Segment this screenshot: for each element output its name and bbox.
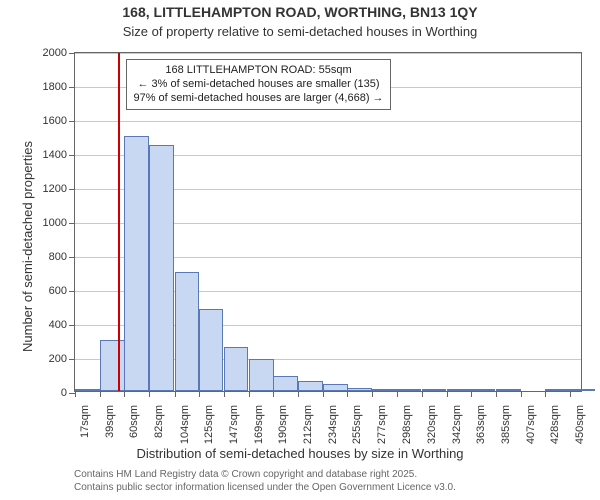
x-tick-label: 428sqm [549, 399, 561, 444]
x-tick-label: 212sqm [302, 399, 314, 444]
y-tick-label: 800 [49, 251, 75, 263]
x-tick-mark [199, 391, 200, 397]
y-tick-label: 1000 [43, 217, 75, 229]
histogram-bar [199, 309, 224, 391]
x-tick-label: 39sqm [104, 399, 116, 438]
x-tick-label: 342sqm [451, 399, 463, 444]
histogram-bar [347, 388, 372, 391]
x-tick-label: 17sqm [79, 399, 91, 438]
y-tick-label: 600 [49, 285, 75, 297]
x-tick-label: 255sqm [351, 399, 363, 444]
histogram-bar [100, 340, 125, 391]
chart-footer: Contains HM Land Registry data © Crown c… [74, 468, 456, 494]
histogram-bar [545, 389, 570, 391]
x-tick-label: 363sqm [475, 399, 487, 444]
x-tick-label: 234sqm [327, 399, 339, 444]
x-tick-mark [570, 391, 571, 397]
histogram-bar [175, 272, 200, 391]
x-tick-label: 407sqm [525, 399, 537, 444]
gridline [75, 53, 581, 54]
x-tick-mark [249, 391, 250, 397]
histogram-bar [273, 376, 298, 391]
annotation-line-1: 168 LITTLEHAMPTON ROAD: 55sqm [133, 64, 383, 78]
histogram-bar [224, 347, 249, 391]
x-axis-label: Distribution of semi-detached houses by … [0, 446, 600, 461]
histogram-bar [298, 381, 323, 391]
histogram-bar [397, 389, 422, 391]
x-tick-mark [124, 391, 125, 397]
x-tick-mark [447, 391, 448, 397]
x-tick-label: 277sqm [376, 399, 388, 444]
x-tick-label: 104sqm [179, 399, 191, 444]
y-tick-label: 1600 [43, 115, 75, 127]
x-tick-mark [545, 391, 546, 397]
y-tick-label: 1800 [43, 81, 75, 93]
reference-line [118, 53, 120, 391]
x-tick-label: 320sqm [426, 399, 438, 444]
y-tick-label: 0 [61, 387, 75, 399]
x-tick-mark [471, 391, 472, 397]
annotation-box: 168 LITTLEHAMPTON ROAD: 55sqm← 3% of sem… [126, 59, 390, 110]
histogram-bar [75, 389, 100, 391]
histogram-bar [249, 359, 274, 391]
x-tick-label: 125sqm [203, 399, 215, 444]
y-tick-label: 2000 [43, 47, 75, 59]
x-tick-label: 169sqm [253, 399, 265, 444]
x-tick-mark [372, 391, 373, 397]
x-tick-mark [298, 391, 299, 397]
chart-subtitle: Size of property relative to semi-detach… [0, 24, 600, 39]
histogram-bar [149, 145, 174, 392]
y-tick-label: 1200 [43, 183, 75, 195]
histogram-bar [570, 389, 595, 391]
histogram-chart: 168, LITTLEHAMPTON ROAD, WORTHING, BN13 … [0, 0, 600, 500]
gridline [75, 121, 581, 122]
annotation-line-3: 97% of semi-detached houses are larger (… [133, 92, 383, 106]
x-tick-label: 60sqm [128, 399, 140, 438]
x-tick-mark [175, 391, 176, 397]
x-tick-mark [323, 391, 324, 397]
histogram-bar [124, 136, 149, 391]
histogram-bar [323, 384, 348, 391]
x-tick-mark [347, 391, 348, 397]
histogram-bar [422, 389, 447, 391]
x-tick-mark [397, 391, 398, 397]
x-tick-mark [521, 391, 522, 397]
x-tick-mark [149, 391, 150, 397]
x-tick-label: 147sqm [228, 399, 240, 444]
histogram-bar [471, 389, 496, 391]
histogram-bar [372, 389, 397, 391]
x-tick-label: 82sqm [153, 399, 165, 438]
y-tick-label: 1400 [43, 149, 75, 161]
x-tick-label: 190sqm [277, 399, 289, 444]
chart-title: 168, LITTLEHAMPTON ROAD, WORTHING, BN13 … [0, 4, 600, 20]
histogram-bar [496, 389, 521, 391]
x-tick-label: 298sqm [401, 399, 413, 444]
x-tick-mark [75, 391, 76, 397]
x-tick-mark [224, 391, 225, 397]
y-axis-label: Number of semi-detached properties [20, 141, 35, 352]
x-tick-mark [273, 391, 274, 397]
footer-line-1: Contains HM Land Registry data © Crown c… [74, 468, 456, 481]
histogram-bar [447, 389, 472, 391]
x-tick-mark [496, 391, 497, 397]
x-tick-mark [422, 391, 423, 397]
y-tick-label: 200 [49, 353, 75, 365]
y-tick-label: 400 [49, 319, 75, 331]
x-tick-label: 450sqm [574, 399, 586, 444]
x-tick-label: 385sqm [500, 399, 512, 444]
plot-area: 020040060080010001200140016001800200017s… [74, 52, 582, 392]
footer-line-2: Contains public sector information licen… [74, 481, 456, 494]
x-tick-mark [100, 391, 101, 397]
annotation-line-2: ← 3% of semi-detached houses are smaller… [133, 78, 383, 92]
